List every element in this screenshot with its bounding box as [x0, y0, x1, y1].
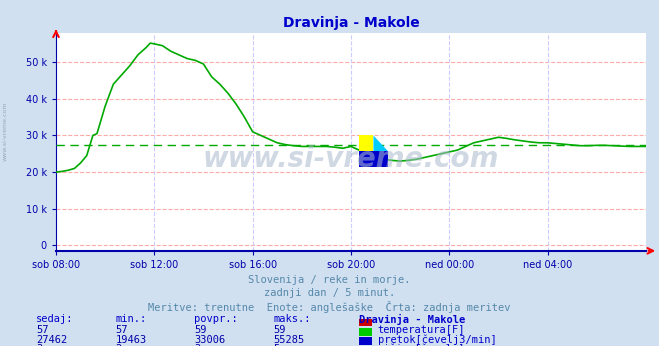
Text: povpr.:: povpr.: — [194, 314, 238, 324]
Text: www.si-vreme.com: www.si-vreme.com — [203, 145, 499, 173]
Text: www.si-vreme.com: www.si-vreme.com — [3, 102, 8, 161]
Polygon shape — [359, 135, 374, 151]
Text: 2: 2 — [115, 344, 121, 346]
Title: Dravinja - Makole: Dravinja - Makole — [283, 16, 419, 30]
Text: 3: 3 — [194, 344, 200, 346]
Text: 59: 59 — [194, 325, 207, 335]
Text: temperatura[F]: temperatura[F] — [378, 325, 465, 335]
Text: 55285: 55285 — [273, 335, 304, 345]
Polygon shape — [359, 151, 387, 166]
Text: 33006: 33006 — [194, 335, 225, 345]
Polygon shape — [374, 135, 387, 151]
Text: Meritve: trenutne  Enote: anglešaške  Črta: zadnja meritev: Meritve: trenutne Enote: anglešaške Črta… — [148, 301, 511, 313]
Text: 3: 3 — [36, 344, 42, 346]
Text: 19463: 19463 — [115, 335, 146, 345]
Text: 27462: 27462 — [36, 335, 67, 345]
Text: 57: 57 — [115, 325, 128, 335]
Text: sedaj:: sedaj: — [36, 314, 74, 324]
Text: pretok[čevelj3/min]: pretok[čevelj3/min] — [378, 335, 496, 345]
Text: maks.:: maks.: — [273, 314, 311, 324]
Text: Dravinja - Makole: Dravinja - Makole — [359, 314, 465, 325]
Text: zadnji dan / 5 minut.: zadnji dan / 5 minut. — [264, 288, 395, 298]
Text: Slovenija / reke in morje.: Slovenija / reke in morje. — [248, 275, 411, 285]
Text: 57: 57 — [36, 325, 49, 335]
Text: višina[čevelj]: višina[čevelj] — [378, 344, 465, 346]
Text: min.:: min.: — [115, 314, 146, 324]
Text: 5: 5 — [273, 344, 279, 346]
Text: 59: 59 — [273, 325, 286, 335]
